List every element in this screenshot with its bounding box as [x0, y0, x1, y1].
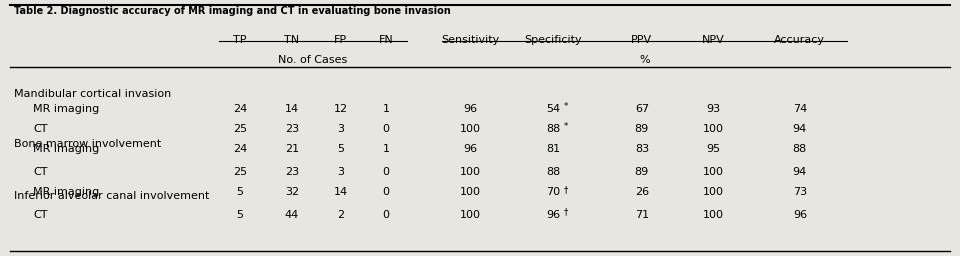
Text: 0: 0	[382, 209, 390, 220]
Text: 3: 3	[337, 167, 345, 177]
Text: CT: CT	[33, 209, 48, 220]
Text: 100: 100	[703, 167, 724, 177]
Text: *: *	[564, 102, 568, 111]
Text: 21: 21	[285, 144, 299, 154]
Text: 5: 5	[236, 209, 244, 220]
Text: 71: 71	[635, 209, 649, 220]
Text: FP: FP	[334, 35, 348, 45]
Text: 23: 23	[285, 124, 299, 134]
Text: 94: 94	[793, 124, 807, 134]
Text: %: %	[639, 55, 650, 65]
Text: 93: 93	[707, 104, 720, 114]
Text: MR imaging: MR imaging	[33, 144, 100, 154]
Text: 32: 32	[285, 187, 299, 197]
Text: 74: 74	[793, 104, 807, 114]
Text: 96: 96	[546, 209, 561, 220]
Text: 1: 1	[382, 104, 390, 114]
Text: 12: 12	[334, 104, 348, 114]
Text: 70: 70	[546, 187, 561, 197]
Text: 0: 0	[382, 187, 390, 197]
Text: Mandibular cortical invasion: Mandibular cortical invasion	[14, 89, 172, 99]
Text: 89: 89	[635, 167, 649, 177]
Text: TP: TP	[233, 35, 247, 45]
Text: 25: 25	[233, 167, 247, 177]
Text: Bone marrow involvement: Bone marrow involvement	[14, 139, 161, 149]
Text: 100: 100	[460, 167, 481, 177]
Text: Specificity: Specificity	[524, 35, 582, 45]
Text: 5: 5	[337, 144, 345, 154]
Text: FN: FN	[378, 35, 394, 45]
Text: †: †	[564, 185, 568, 194]
Text: 24: 24	[233, 144, 248, 154]
Text: 67: 67	[635, 104, 649, 114]
Text: 14: 14	[285, 104, 299, 114]
Text: 3: 3	[337, 124, 345, 134]
Text: 26: 26	[635, 187, 649, 197]
Text: 100: 100	[460, 187, 481, 197]
Text: †: †	[564, 208, 568, 217]
Text: 25: 25	[233, 124, 247, 134]
Text: Inferior alveolar canal involvement: Inferior alveolar canal involvement	[14, 191, 209, 201]
Text: 100: 100	[460, 209, 481, 220]
Text: 0: 0	[382, 124, 390, 134]
Text: 54: 54	[546, 104, 561, 114]
Text: 23: 23	[285, 167, 299, 177]
Text: Accuracy: Accuracy	[775, 35, 826, 45]
Text: 96: 96	[464, 104, 478, 114]
Text: 89: 89	[635, 124, 649, 134]
Text: 44: 44	[285, 209, 299, 220]
Text: 96: 96	[464, 144, 478, 154]
Text: Table 2. Diagnostic accuracy of MR imaging and CT in evaluating bone invasion: Table 2. Diagnostic accuracy of MR imagi…	[14, 6, 451, 16]
Text: 73: 73	[793, 187, 807, 197]
Text: 100: 100	[703, 209, 724, 220]
Text: 0: 0	[382, 167, 390, 177]
Text: 96: 96	[793, 209, 807, 220]
Text: 2: 2	[337, 209, 345, 220]
Text: 81: 81	[546, 144, 561, 154]
Text: *: *	[564, 122, 568, 131]
Text: 5: 5	[236, 187, 244, 197]
Text: MR imaging: MR imaging	[33, 187, 100, 197]
Text: CT: CT	[33, 124, 48, 134]
Text: 88: 88	[546, 167, 561, 177]
Text: 100: 100	[703, 124, 724, 134]
Text: TN: TN	[284, 35, 300, 45]
Text: 14: 14	[334, 187, 348, 197]
Text: 1: 1	[382, 144, 390, 154]
Text: 88: 88	[546, 124, 561, 134]
Text: CT: CT	[33, 167, 48, 177]
Text: 88: 88	[793, 144, 807, 154]
Text: MR imaging: MR imaging	[33, 104, 100, 114]
Text: Sensitivity: Sensitivity	[442, 35, 500, 45]
Text: PPV: PPV	[632, 35, 653, 45]
Text: 95: 95	[707, 144, 720, 154]
Text: 100: 100	[703, 187, 724, 197]
Text: 100: 100	[460, 124, 481, 134]
Text: 24: 24	[233, 104, 248, 114]
Text: No. of Cases: No. of Cases	[278, 55, 348, 65]
Text: 94: 94	[793, 167, 807, 177]
Text: 83: 83	[635, 144, 649, 154]
Text: NPV: NPV	[702, 35, 725, 45]
